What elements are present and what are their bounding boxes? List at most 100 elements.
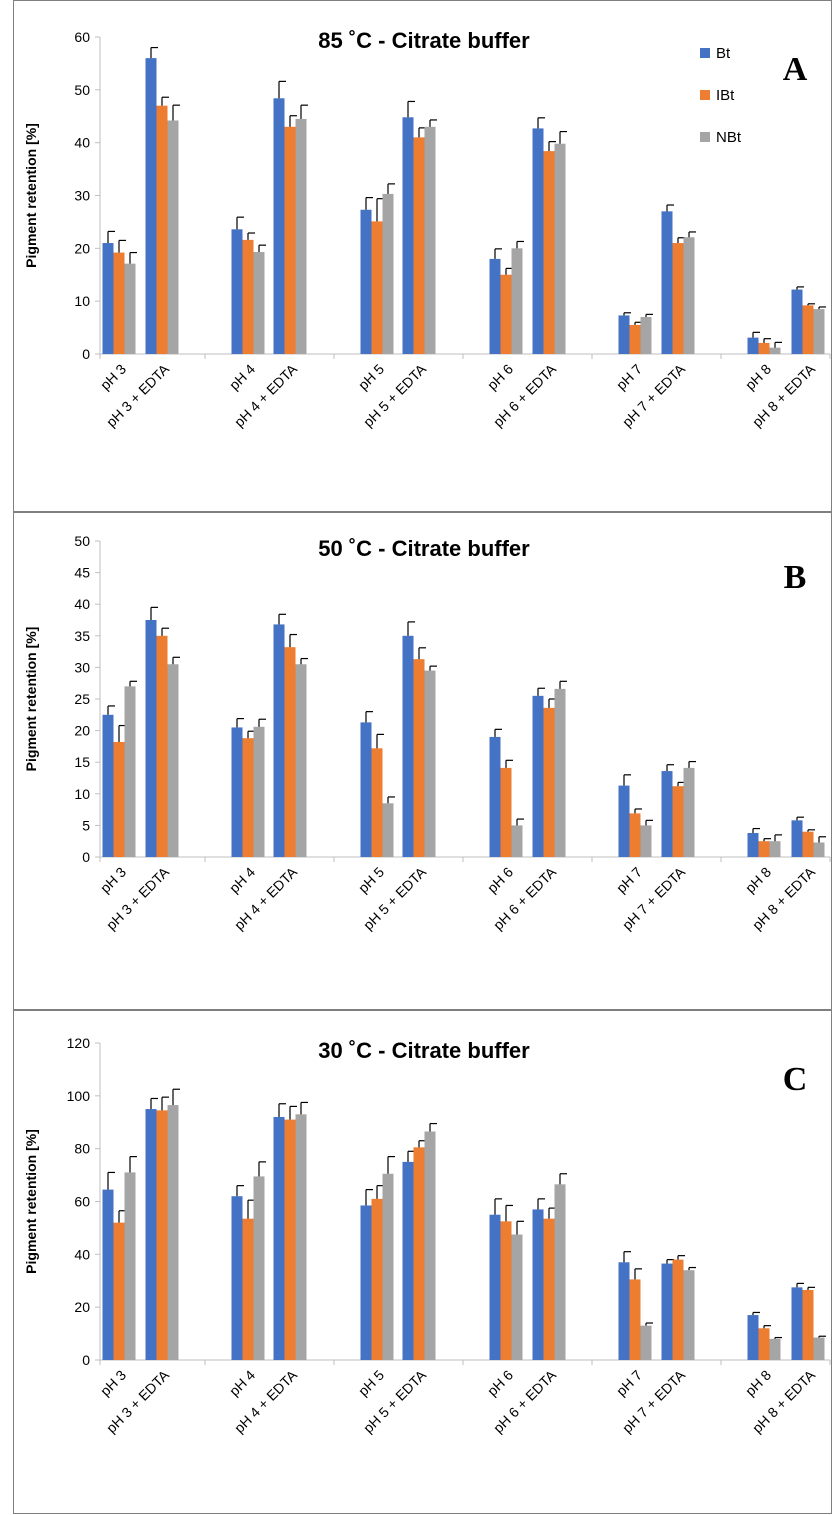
y-tick-label: 120 <box>67 1035 91 1051</box>
y-tick-label: 30 <box>74 659 90 675</box>
bar-ibt <box>156 105 168 354</box>
bar-bt <box>102 714 114 857</box>
bar-ibt <box>758 841 770 857</box>
bar-nbt <box>640 1325 652 1360</box>
bar-bt <box>791 820 803 857</box>
bar-ibt <box>156 635 168 857</box>
bar-nbt <box>769 841 781 857</box>
bar-bt <box>747 1315 759 1360</box>
bar-bt <box>360 722 372 857</box>
bar-bt <box>402 1161 414 1360</box>
bar-ibt <box>371 748 383 857</box>
bar-nbt <box>382 803 394 857</box>
bar-ibt <box>629 1279 641 1360</box>
bar-nbt <box>511 248 523 354</box>
bar-bt <box>747 832 759 857</box>
bar-bt <box>532 695 544 857</box>
bar-bt <box>145 620 157 857</box>
bar-ibt <box>242 738 254 857</box>
bar-bt <box>661 211 673 354</box>
bar-nbt <box>124 263 136 354</box>
bar-nbt <box>554 1184 566 1360</box>
bar-nbt <box>167 1105 179 1360</box>
y-tick-label: 0 <box>82 849 90 865</box>
bar-nbt <box>253 1176 265 1360</box>
bar-bt <box>102 243 114 354</box>
bar-nbt <box>640 317 652 354</box>
bar-bt <box>273 98 285 354</box>
y-tick-label: 20 <box>74 1299 90 1315</box>
y-axis-label: Pigment retention [%] <box>23 1129 39 1274</box>
bar-nbt <box>382 1173 394 1360</box>
bar-ibt <box>284 126 296 354</box>
y-tick-label: 80 <box>74 1141 90 1157</box>
y-tick-label: 15 <box>74 754 90 770</box>
bar-ibt <box>413 137 425 354</box>
y-tick-label: 5 <box>82 817 90 833</box>
panel-letter: B <box>784 559 807 596</box>
y-tick-label: 0 <box>82 1352 90 1368</box>
bar-bt <box>618 1262 630 1360</box>
bar-bt <box>145 1109 157 1360</box>
bar-bt <box>489 258 501 354</box>
legend-label-ibt: IBt <box>716 87 735 104</box>
bar-ibt <box>284 647 296 857</box>
chart-panel-b: 0 5 10 15 20 25 30 35 40 45 50 Pigment retention [%… <box>13 512 832 1010</box>
legend-label-bt: Bt <box>716 45 731 62</box>
y-tick-label: 10 <box>74 786 90 802</box>
legend-swatch-bt <box>700 48 710 58</box>
bar-nbt <box>124 1172 136 1360</box>
y-tick-label: 50 <box>74 533 90 549</box>
y-tick-label: 45 <box>74 565 90 581</box>
legend-swatch-ibt <box>700 90 710 100</box>
bar-nbt <box>511 825 523 857</box>
bar-bt <box>231 727 243 857</box>
legend: Bt IBt NBt <box>700 45 742 146</box>
y-tick-label: 30 <box>74 188 90 204</box>
bar-ibt <box>543 707 555 857</box>
chart-panel-a: 0 10 20 30 40 50 60 Pigment retention [%] 85 ˚C … <box>13 0 832 512</box>
bar-ibt <box>802 1289 814 1360</box>
bar-nbt <box>253 726 265 857</box>
bar-ibt <box>242 239 254 354</box>
bar-ibt <box>802 305 814 354</box>
bar-bt <box>145 58 157 355</box>
bar-nbt <box>813 842 825 857</box>
chart-panel-c: 0 20 40 60 80 100 120 Pigment retention [%] 30 ˚… <box>13 1010 832 1514</box>
y-tick-label: 100 <box>67 1088 91 1104</box>
bar-nbt <box>253 252 265 354</box>
bar-nbt <box>683 1270 695 1360</box>
bar-nbt <box>382 193 394 354</box>
bar-nbt <box>554 688 566 857</box>
y-tick-label: 20 <box>74 240 90 256</box>
bar-bt <box>402 117 414 354</box>
y-tick-label: 40 <box>74 596 90 612</box>
bar-nbt <box>424 670 436 857</box>
legend-label-nbt: NBt <box>716 129 742 146</box>
bar-bt <box>661 1263 673 1360</box>
bar-ibt <box>156 1110 168 1360</box>
chart-title: 30 ˚C - Citrate buffer <box>318 1038 530 1063</box>
bar-ibt <box>371 1198 383 1360</box>
y-tick-label: 10 <box>74 293 90 309</box>
panel-letter: C <box>783 1061 808 1098</box>
bar-bt <box>489 736 501 857</box>
y-tick-label: 50 <box>74 82 90 98</box>
y-tick-label: 40 <box>74 135 90 151</box>
bar-ibt <box>672 243 684 354</box>
bar-bt <box>273 624 285 857</box>
bar-nbt <box>683 237 695 354</box>
bar-bt <box>791 289 803 354</box>
bar-nbt <box>554 143 566 354</box>
bar-bt <box>618 785 630 857</box>
bar-bt <box>489 1214 501 1360</box>
bar-ibt <box>629 813 641 857</box>
bar-nbt <box>167 120 179 354</box>
bar-ibt <box>543 1218 555 1360</box>
bar-nbt <box>640 825 652 857</box>
bar-bt <box>532 1209 544 1360</box>
bar-ibt <box>500 1221 512 1360</box>
panel-letter: A <box>783 51 808 88</box>
bar-bt <box>532 128 544 354</box>
